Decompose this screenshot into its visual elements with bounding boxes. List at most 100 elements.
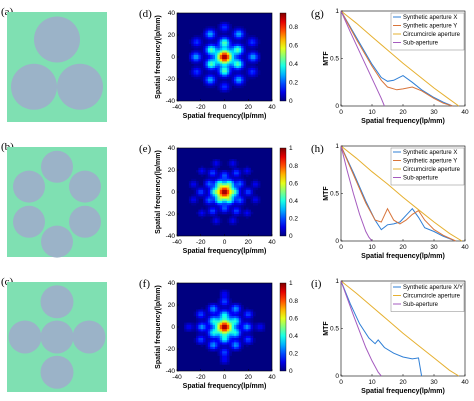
psf-heatmap-cell (226, 203, 230, 206)
psf-heatmap-cell (198, 170, 202, 173)
psf-heatmap-cell (231, 349, 235, 352)
psf-x-tick-label: -20 (196, 104, 206, 111)
psf-heatmap-cell (262, 322, 266, 326)
psf-heatmap-cell (245, 307, 249, 310)
psf-heatmap-cell (219, 344, 223, 348)
psf-heatmap-cell (234, 41, 237, 45)
psf-heatmap-cell (200, 57, 204, 60)
psf-heatmap-cell (193, 39, 197, 42)
psf-heatmap-cell (205, 57, 209, 60)
psf-heatmap-cell (231, 181, 235, 184)
psf-heatmap-cell (222, 39, 225, 42)
psf-heatmap-cell (210, 163, 213, 166)
psf-heatmap-cell (203, 309, 206, 312)
psf-heatmap-cell (248, 320, 251, 323)
psf-heatmap-cell (234, 165, 237, 169)
psf-heatmap-cell (207, 28, 211, 31)
psf-heatmap-cell (229, 316, 232, 319)
psf-heatmap-cell (222, 176, 225, 180)
psf-heatmap-cell (238, 46, 242, 49)
psf-heatmap-cell (210, 43, 213, 47)
psf-heatmap-cell (248, 35, 251, 38)
psf-heatmap-cell (255, 41, 259, 45)
psf-heatmap-cell (203, 338, 206, 341)
psf-heatmap-cell (219, 28, 223, 31)
psf-heatmap-cell (186, 324, 190, 328)
psf-heatmap-cell (226, 43, 230, 47)
psf-heatmap-cell (241, 81, 244, 84)
psf-heatmap-cell (203, 192, 206, 195)
mtf-x-tick-label: 40 (461, 244, 469, 251)
psf-heatmap-cell (238, 41, 242, 45)
psf-heatmap-cell (219, 209, 223, 213)
psf-heatmap-cell (243, 211, 247, 215)
psf-heatmap-cell (219, 305, 223, 308)
psf-heatmap-cell (196, 194, 199, 197)
psf-heatmap-cell (255, 54, 259, 58)
psf-heatmap-cell (191, 41, 194, 45)
psf-heatmap-cell (260, 329, 263, 332)
psf-heatmap-cell (193, 322, 197, 326)
psf-heatmap-cell (248, 340, 251, 343)
psf-heatmap-cell (234, 318, 237, 321)
psf-heatmap-cell (231, 70, 235, 73)
psf-heatmap-cell (238, 342, 242, 345)
psf-heatmap-cell (241, 26, 244, 29)
psf-heatmap-cell (205, 344, 209, 348)
psf-heatmap-cell (219, 291, 223, 295)
psf-heatmap-cell (191, 72, 194, 75)
psf-heatmap-cell (231, 161, 235, 164)
psf-heatmap-cell (231, 344, 235, 348)
psf-heatmap-cell (229, 79, 232, 82)
psf-heatmap-cell (212, 181, 216, 184)
psf-heatmap-cell (253, 54, 256, 58)
psf-heatmap-cell (234, 57, 237, 60)
psf-heatmap-cell (248, 335, 251, 339)
psf-heatmap-cell (229, 324, 232, 328)
psf-heatmap-cell (217, 35, 221, 38)
psf-heatmap-cell (215, 192, 218, 195)
psf-heatmap-cell (250, 74, 254, 78)
psf-heatmap-cell (236, 50, 240, 53)
psf-heatmap-cell (231, 30, 235, 34)
psf-heatmap-cell (217, 189, 221, 193)
psf-heatmap-cell (229, 35, 232, 38)
psf-heatmap-cell (243, 28, 247, 31)
psf-heatmap-cell (188, 57, 192, 60)
psf-heatmap-cell (253, 61, 256, 64)
psf-heatmap-cell (234, 32, 237, 36)
psf-heatmap-cell (229, 300, 232, 304)
psf-heatmap-cell (217, 79, 221, 82)
psf-heatmap-cell (229, 340, 232, 343)
psf-heatmap-cell (203, 43, 206, 47)
mtf-series-line (340, 280, 460, 377)
psf-heatmap-cell (210, 331, 213, 334)
psf-heatmap-cell (236, 57, 240, 60)
psf-heatmap-cell (196, 170, 199, 173)
psf-heatmap-cell (215, 181, 218, 184)
mtf-series-line (340, 10, 385, 107)
psf-heatmap-cell (217, 333, 221, 337)
psf-heatmap-cell (222, 346, 225, 350)
psf-heatmap-cell (217, 183, 221, 186)
psf-heatmap-cell (241, 83, 244, 86)
psf-heatmap-cell (207, 194, 211, 197)
psf-heatmap-cell (231, 322, 235, 326)
psf-heatmap-cell (253, 48, 256, 51)
psf-heatmap-cell (231, 52, 235, 56)
psf-heatmap-cell (205, 39, 209, 42)
psf-heatmap-cell (215, 320, 218, 323)
psf-heatmap-cell (219, 70, 223, 73)
psf-heatmap-cell (245, 41, 249, 45)
psf-heatmap-cell (257, 200, 261, 204)
psf-heatmap-cell (210, 322, 213, 326)
psf-heatmap-cell (224, 79, 228, 82)
psf-heatmap-cell (234, 203, 237, 206)
psf-heatmap-cell (191, 50, 194, 53)
psf-heatmap-cell (248, 76, 251, 80)
psf-heatmap-cell (191, 327, 194, 330)
psf-heatmap-cell (234, 68, 237, 71)
psf-heatmap-cell (198, 322, 202, 326)
psf-heatmap-cell (248, 318, 251, 321)
psf-heatmap-cell (229, 302, 232, 306)
